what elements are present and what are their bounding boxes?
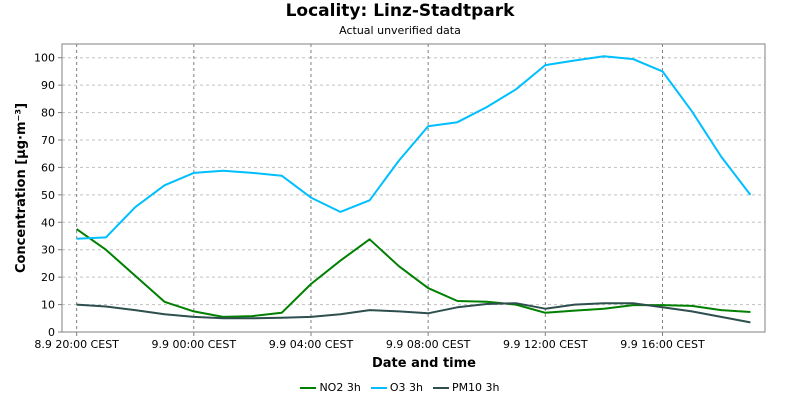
y-axis-title: Concentration [µg·m⁻³] <box>14 103 29 273</box>
y-tick-label: 10 <box>41 299 55 312</box>
chart-title: Locality: Linz-Stadtpark <box>285 1 515 21</box>
legend-label: O3 3h <box>389 381 423 394</box>
legend-label: NO2 3h <box>319 381 361 394</box>
y-tick-label: 30 <box>41 244 55 257</box>
y-tick-label: 50 <box>41 189 55 202</box>
series-line-pm10 <box>76 302 751 324</box>
x-tick-label: 9.9 00:00 CEST <box>152 338 237 351</box>
y-tick-label: 20 <box>41 271 55 284</box>
legend-swatch <box>432 386 449 389</box>
x-tick-label: 9.9 16:00 CEST <box>620 338 705 351</box>
legend-item: O3 3h <box>370 381 423 394</box>
y-axis-ticks: 0 10 20 30 40 50 60 70 80 90 100 <box>34 52 62 339</box>
y-tick-label: 60 <box>41 161 55 174</box>
legend: NO2 3h O3 3h PM10 3h <box>0 381 800 394</box>
legend-label: PM10 3h <box>451 381 500 394</box>
y-tick-label: 80 <box>41 107 55 120</box>
series-line-no2 <box>76 228 751 318</box>
y-tick-label: 100 <box>34 52 55 65</box>
series-line-o3 <box>76 55 752 240</box>
y-tick-label: 40 <box>41 216 55 229</box>
series-lines <box>76 55 752 324</box>
legend-item: NO2 3h <box>300 381 361 394</box>
legend-swatch <box>370 386 387 389</box>
x-tick-label: 9.9 04:00 CEST <box>269 338 354 351</box>
y-tick-label: 70 <box>41 134 55 147</box>
x-axis-ticks: 8.9 20:00 CEST 9.9 00:00 CEST 9.9 04:00 CE… <box>34 332 705 351</box>
grid-lines <box>62 44 765 332</box>
y-tick-label: 0 <box>48 326 55 339</box>
plot-area <box>61 43 766 333</box>
x-tick-label: 9.9 12:00 CEST <box>503 338 588 351</box>
x-tick-label: 9.9 08:00 CEST <box>386 338 471 351</box>
chart-subtitle: Actual unverified data <box>339 24 461 37</box>
legend-item: PM10 3h <box>432 381 500 394</box>
y-tick-label: 90 <box>41 79 55 92</box>
x-axis-title: Date and time <box>372 356 476 371</box>
legend-swatch <box>300 386 317 389</box>
x-tick-label: 8.9 20:00 CEST <box>34 338 119 351</box>
